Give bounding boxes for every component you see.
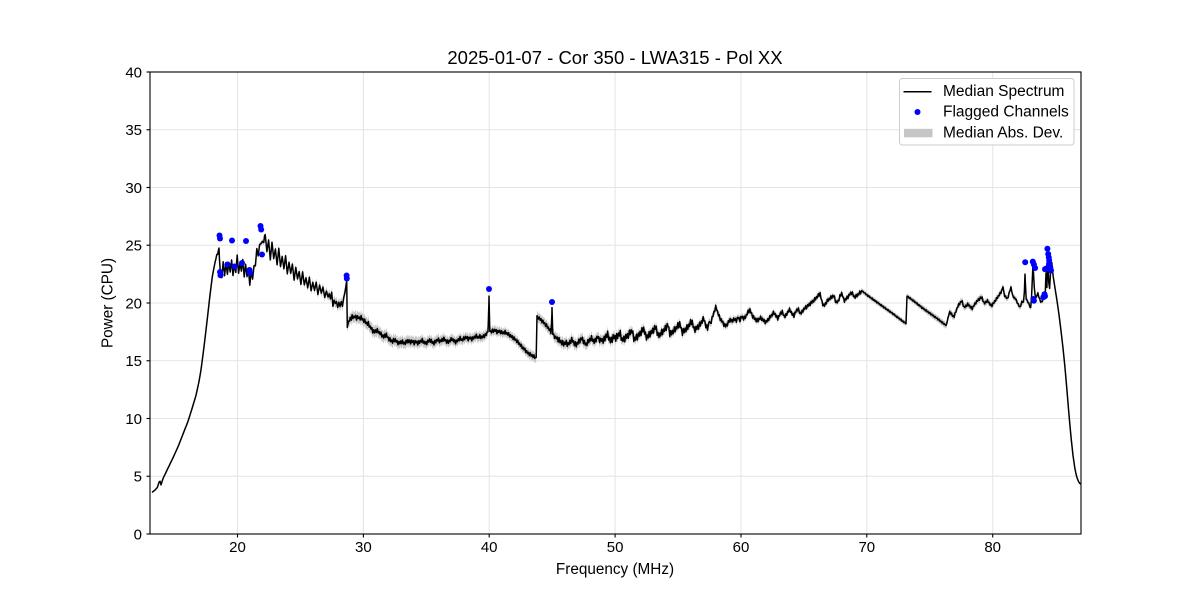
- svg-text:30: 30: [125, 180, 142, 197]
- svg-text:20: 20: [229, 539, 246, 556]
- svg-text:60: 60: [733, 539, 750, 556]
- svg-text:10: 10: [125, 411, 142, 428]
- svg-text:5: 5: [134, 469, 142, 486]
- svg-text:Frequency (MHz): Frequency (MHz): [556, 561, 674, 578]
- svg-text:Power (CPU): Power (CPU): [100, 258, 117, 348]
- svg-text:35: 35: [125, 122, 142, 139]
- svg-text:50: 50: [607, 539, 624, 556]
- svg-text:40: 40: [125, 64, 142, 81]
- svg-text:Median Abs. Dev.: Median Abs. Dev.: [943, 125, 1063, 142]
- svg-text:70: 70: [858, 539, 875, 556]
- svg-text:80: 80: [984, 539, 1001, 556]
- svg-text:Flagged Channels: Flagged Channels: [943, 104, 1069, 121]
- svg-text:0: 0: [134, 526, 142, 543]
- svg-text:Median Spectrum: Median Spectrum: [943, 83, 1064, 100]
- svg-text:25: 25: [125, 238, 142, 255]
- svg-text:30: 30: [355, 539, 372, 556]
- svg-text:20: 20: [125, 295, 142, 312]
- svg-text:40: 40: [481, 539, 498, 556]
- svg-text:2025-01-07 - Cor 350 - LWA315: 2025-01-07 - Cor 350 - LWA315 - Pol XX: [447, 47, 782, 68]
- svg-text:15: 15: [125, 353, 142, 370]
